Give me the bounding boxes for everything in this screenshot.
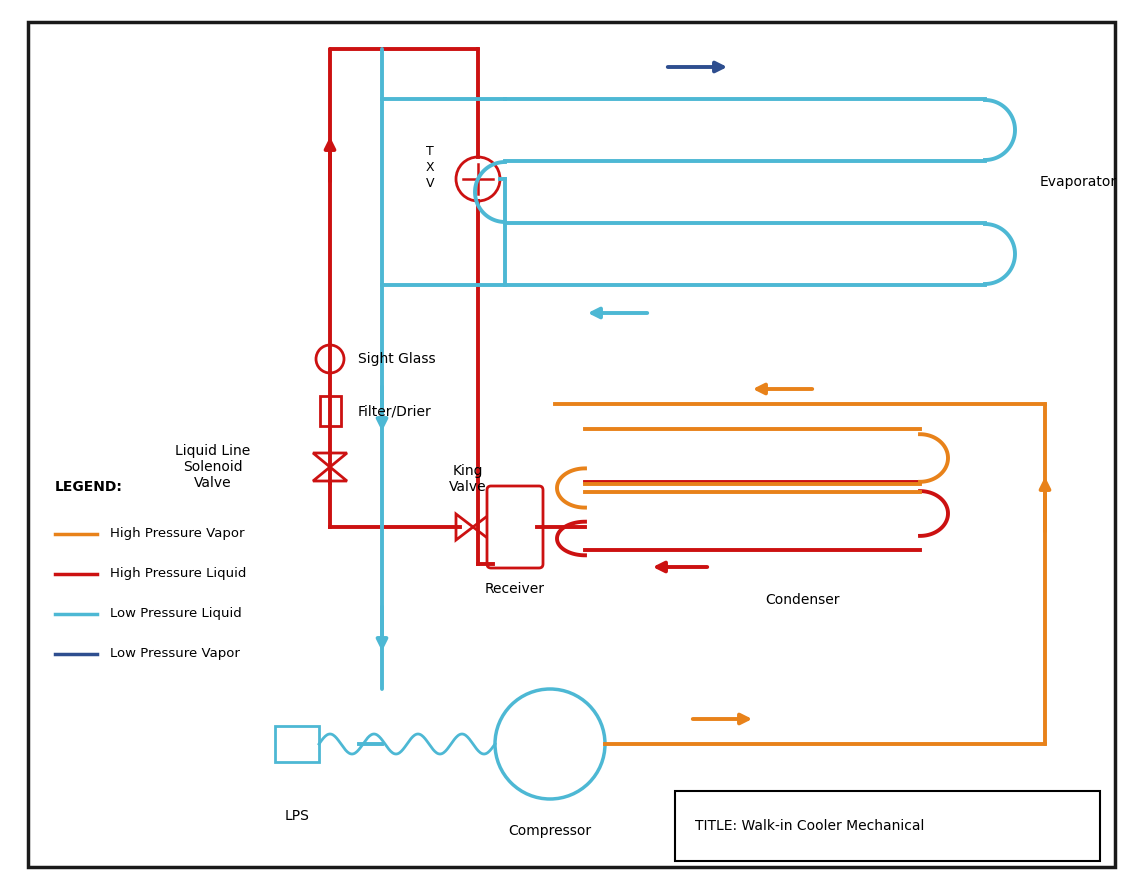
- Text: High Pressure Liquid: High Pressure Liquid: [110, 567, 247, 581]
- Bar: [676, 791, 1100, 861]
- Text: Low Pressure Vapor: Low Pressure Vapor: [110, 647, 240, 661]
- Text: King
Valve: King Valve: [449, 464, 487, 494]
- Text: LEGEND:: LEGEND:: [55, 480, 123, 494]
- Text: Evaporator: Evaporator: [1040, 175, 1117, 189]
- Text: TITLE: Walk-in Cooler Mechanical: TITLE: Walk-in Cooler Mechanical: [695, 819, 925, 833]
- Polygon shape: [456, 514, 473, 540]
- Circle shape: [315, 345, 344, 373]
- Text: Liquid Line
Solenoid
Valve: Liquid Line Solenoid Valve: [175, 444, 250, 490]
- Text: T
X
V: T X V: [426, 145, 434, 189]
- Polygon shape: [313, 467, 347, 481]
- Bar: [320, 396, 341, 426]
- Circle shape: [456, 157, 499, 201]
- Polygon shape: [473, 514, 490, 540]
- Circle shape: [495, 689, 605, 799]
- Bar: [275, 726, 319, 762]
- Text: Filter/Drier: Filter/Drier: [358, 404, 432, 418]
- FancyBboxPatch shape: [487, 486, 543, 568]
- Text: Condenser: Condenser: [765, 593, 839, 607]
- Text: Receiver: Receiver: [485, 582, 545, 596]
- Text: LPS: LPS: [285, 809, 310, 823]
- Text: High Pressure Vapor: High Pressure Vapor: [110, 527, 245, 541]
- Text: Compressor: Compressor: [509, 824, 592, 838]
- Polygon shape: [313, 453, 347, 467]
- Text: Low Pressure Liquid: Low Pressure Liquid: [110, 607, 242, 621]
- Text: Sight Glass: Sight Glass: [358, 352, 435, 366]
